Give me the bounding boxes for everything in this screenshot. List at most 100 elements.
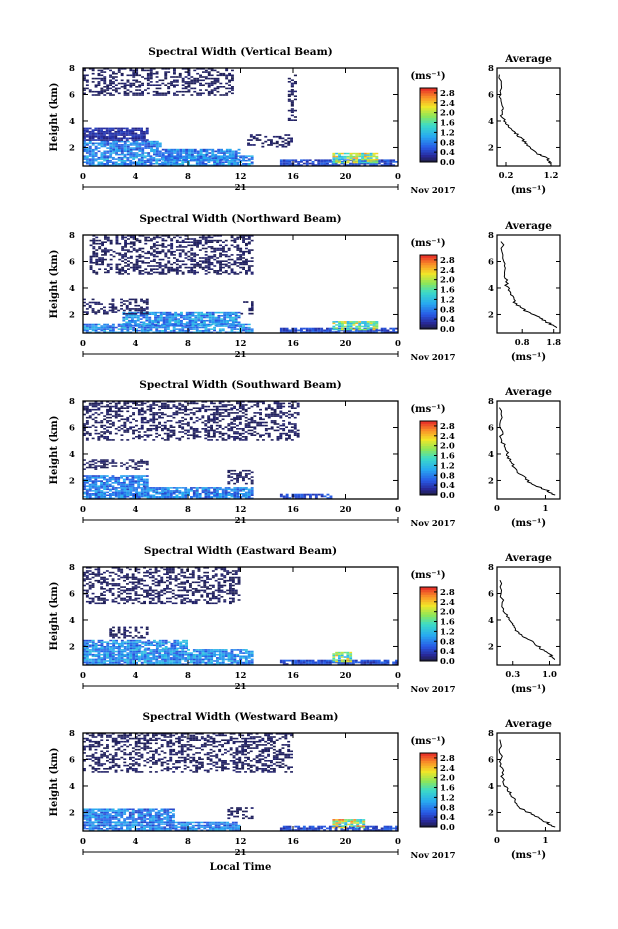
heatmap-cell xyxy=(122,316,126,319)
heatmap-cell xyxy=(155,153,159,156)
heatmap-cell xyxy=(146,159,150,162)
heatmap-cell xyxy=(349,164,352,166)
heatmap-cell xyxy=(109,432,112,435)
heatmap-cell xyxy=(91,463,95,466)
heatmap-cell xyxy=(158,142,162,145)
heatmap-cell xyxy=(131,483,135,486)
heatmap-cell xyxy=(108,478,112,481)
heatmap-cell xyxy=(125,134,129,136)
heatmap-cell xyxy=(149,428,153,430)
heatmap-cell xyxy=(184,490,188,492)
heatmap-cell xyxy=(198,163,202,165)
heatmap-cell xyxy=(214,157,218,159)
heatmap-cell xyxy=(210,268,214,270)
heatmap-cell xyxy=(167,262,171,264)
heatmap-cell xyxy=(118,140,121,143)
heatmap-cell xyxy=(112,140,116,143)
heatmap-cell xyxy=(83,491,86,494)
heatmap-cell xyxy=(293,81,297,83)
heatmap-cell xyxy=(143,494,147,496)
heatmap-cell xyxy=(103,152,107,154)
heatmap-cell xyxy=(247,328,251,330)
heatmap-cell xyxy=(141,144,145,146)
heatmap-cell xyxy=(152,428,156,430)
heatmap-cell xyxy=(114,496,118,498)
heatmap-cell xyxy=(352,324,356,326)
heatmap-cell xyxy=(85,655,89,658)
heatmap-cell xyxy=(245,235,248,237)
heatmap-cell xyxy=(161,412,164,414)
colorbar-swatch xyxy=(420,487,437,491)
heatmap-cell xyxy=(201,244,205,247)
heatmap-cell xyxy=(171,324,175,327)
heatmap-cell xyxy=(282,428,286,430)
heatmap-cell xyxy=(94,488,98,491)
heatmap-cell xyxy=(91,135,95,138)
heatmap-cell xyxy=(123,148,127,151)
heatmap-cell xyxy=(97,407,101,409)
heatmap-cell xyxy=(148,311,152,314)
heatmap-cell xyxy=(140,134,143,136)
heatmap-cell xyxy=(92,250,96,253)
heatmap-cell xyxy=(227,494,231,496)
heatmap-cell xyxy=(185,318,189,320)
heatmap-cell xyxy=(103,415,107,417)
heatmap-cell xyxy=(172,329,176,332)
heatmap-cell xyxy=(83,493,86,495)
heatmap-cell xyxy=(175,249,179,251)
heatmap-cell xyxy=(85,480,89,482)
heatmap-cell xyxy=(221,325,225,327)
heatmap-cell xyxy=(199,84,202,86)
heatmap-cell xyxy=(135,148,139,151)
heatmap-cell xyxy=(248,312,251,315)
heatmap-cell xyxy=(94,655,98,658)
heatmap-cell xyxy=(123,163,127,165)
heatmap-cell xyxy=(173,257,176,259)
heatmap-cell xyxy=(231,155,235,158)
heatmap-cell xyxy=(120,428,124,430)
heatmap-cell xyxy=(204,236,208,239)
heatmap-cell xyxy=(135,147,139,149)
heatmap-cell xyxy=(137,401,141,403)
heatmap-cell xyxy=(120,323,124,326)
heatmap-cell xyxy=(230,496,234,498)
heatmap-cell xyxy=(224,494,228,496)
heatmap-cell xyxy=(109,152,113,154)
heatmap-cell xyxy=(138,81,142,83)
heatmap-cell xyxy=(247,260,251,262)
heatmap-cell xyxy=(114,465,118,467)
heatmap-cell xyxy=(349,162,352,165)
colorbar-swatch xyxy=(420,470,437,474)
heatmap-cell xyxy=(346,324,350,326)
colorbar-swatch xyxy=(420,311,437,315)
heatmap-cell xyxy=(124,246,127,248)
heatmap-cell xyxy=(85,407,89,409)
heatmap-cell xyxy=(135,238,139,240)
heatmap-cell xyxy=(386,164,390,166)
heatmap-cell xyxy=(192,496,196,498)
heatmap-cell xyxy=(155,148,159,151)
heatmap-cell xyxy=(222,263,225,266)
heatmap-cell xyxy=(109,82,112,85)
heatmap-cell xyxy=(182,157,186,159)
heatmap-cell xyxy=(273,413,277,416)
heatmap-cell xyxy=(361,152,364,155)
heatmap-cell xyxy=(198,326,202,329)
heatmap-cell xyxy=(287,144,291,146)
heatmap-cell xyxy=(173,236,176,239)
heatmap-cell xyxy=(204,487,208,489)
heatmap-cell xyxy=(91,311,95,313)
heatmap-cell xyxy=(375,162,378,165)
heatmap-cell xyxy=(83,658,86,661)
heatmap-cell xyxy=(233,407,236,409)
heatmap-cell xyxy=(198,257,202,259)
heatmap-cell xyxy=(215,412,219,414)
heatmap-cell xyxy=(242,329,245,332)
heatmap-cell xyxy=(204,77,208,80)
heatmap-cell xyxy=(262,434,265,436)
heatmap-cell xyxy=(85,485,89,488)
heatmap-cell xyxy=(97,81,101,83)
heatmap-cell xyxy=(97,432,101,435)
heatmap-cell xyxy=(117,82,121,85)
heatmap-cell xyxy=(236,328,240,330)
